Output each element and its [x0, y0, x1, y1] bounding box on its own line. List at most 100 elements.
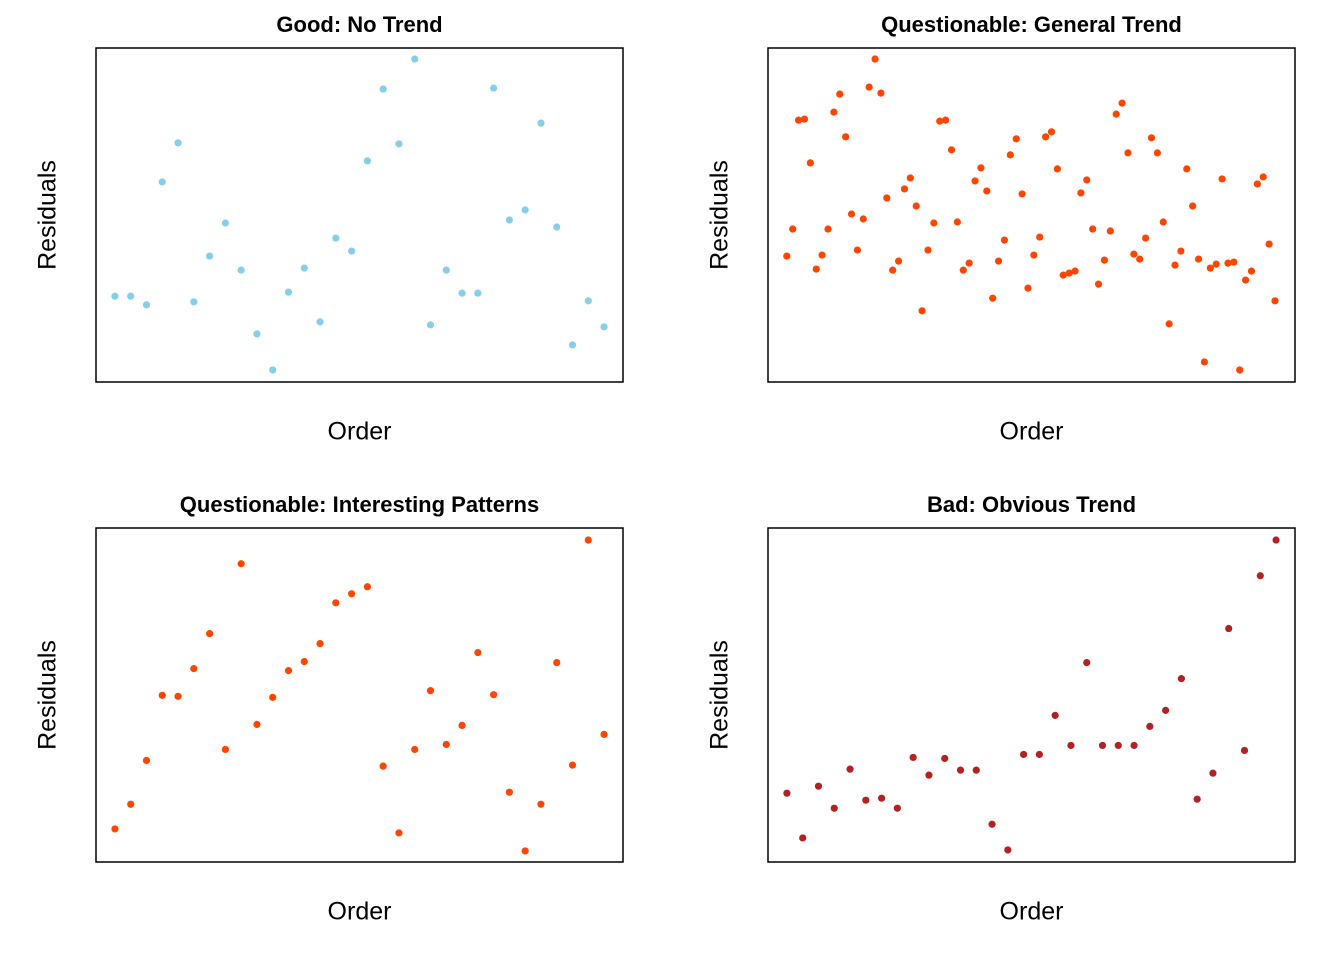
- point: [300, 658, 308, 666]
- point: [348, 247, 356, 255]
- point: [1142, 234, 1150, 242]
- point: [1259, 173, 1267, 181]
- point: [1200, 358, 1209, 366]
- point: [1230, 258, 1238, 266]
- point: [965, 259, 973, 267]
- point: [316, 318, 324, 326]
- point: [1194, 255, 1203, 263]
- point: [1024, 284, 1032, 292]
- point: [127, 292, 135, 300]
- point: [1224, 259, 1232, 267]
- point: [862, 796, 870, 804]
- point: [1206, 264, 1214, 272]
- point: [818, 251, 826, 259]
- point: [1077, 189, 1085, 197]
- point: [1247, 267, 1256, 275]
- plot-frame: [767, 527, 1296, 863]
- point: [426, 687, 435, 695]
- point: [537, 800, 545, 808]
- point: [930, 219, 938, 227]
- point: [190, 298, 198, 306]
- point: [332, 234, 340, 242]
- point: [936, 117, 944, 125]
- point: [1051, 711, 1059, 719]
- point: [1272, 536, 1280, 544]
- point: [1147, 134, 1156, 142]
- point: [900, 185, 909, 193]
- point: [1256, 572, 1264, 580]
- point: [812, 265, 820, 273]
- chart-title: Bad: Obvious Trend: [927, 492, 1136, 517]
- point: [924, 246, 932, 254]
- point: [505, 788, 513, 796]
- point: [584, 536, 592, 544]
- plot-frame: [95, 47, 624, 383]
- y-axis-label: Residuals: [706, 160, 734, 270]
- point: [269, 366, 277, 374]
- point: [1118, 99, 1126, 107]
- point: [1000, 236, 1009, 244]
- point: [1240, 746, 1249, 755]
- point: [1162, 706, 1170, 714]
- point: [994, 257, 1003, 265]
- point: [379, 762, 387, 770]
- point: [411, 745, 419, 754]
- point: [941, 754, 949, 763]
- chart-title: Questionable: Interesting Patterns: [180, 492, 539, 517]
- plot-frame: [95, 527, 624, 863]
- point: [190, 665, 198, 673]
- point: [253, 720, 261, 728]
- plot-frame: [767, 47, 1296, 383]
- point: [174, 139, 182, 147]
- point: [363, 583, 371, 591]
- point: [174, 692, 182, 700]
- point: [947, 146, 956, 154]
- point: [1035, 750, 1043, 759]
- point: [1112, 110, 1120, 118]
- point: [253, 330, 261, 338]
- point: [925, 771, 933, 779]
- point: [1177, 247, 1185, 255]
- point: [1189, 202, 1197, 210]
- point: [830, 108, 838, 116]
- point: [269, 693, 277, 701]
- point: [814, 782, 823, 790]
- point: [1130, 250, 1138, 258]
- point: [600, 730, 608, 739]
- point: [284, 288, 293, 296]
- point: [111, 292, 119, 300]
- x-axis-label: Order: [328, 898, 392, 926]
- point: [158, 178, 166, 186]
- point: [600, 323, 608, 331]
- x-axis-label: Order: [1000, 418, 1064, 446]
- point: [1020, 750, 1028, 759]
- point: [1124, 149, 1132, 157]
- point: [972, 766, 980, 774]
- point: [909, 753, 917, 762]
- point: [1225, 624, 1233, 633]
- point: [1067, 741, 1075, 750]
- point: [783, 252, 791, 260]
- point: [1083, 176, 1091, 184]
- point: [1059, 271, 1067, 279]
- point: [142, 301, 151, 309]
- point: [830, 804, 838, 812]
- point: [865, 83, 873, 91]
- point: [363, 157, 371, 165]
- point: [877, 89, 885, 97]
- point: [983, 187, 991, 195]
- point: [1036, 233, 1044, 241]
- point: [553, 659, 561, 667]
- point: [1236, 366, 1244, 374]
- x-axis-label: Order: [1000, 898, 1064, 926]
- point: [1183, 165, 1191, 173]
- point: [1065, 269, 1073, 277]
- point: [348, 590, 356, 598]
- point: [158, 691, 166, 699]
- point: [806, 159, 814, 167]
- point: [1018, 190, 1026, 198]
- point: [846, 765, 854, 773]
- point: [316, 639, 324, 648]
- point: [442, 266, 450, 274]
